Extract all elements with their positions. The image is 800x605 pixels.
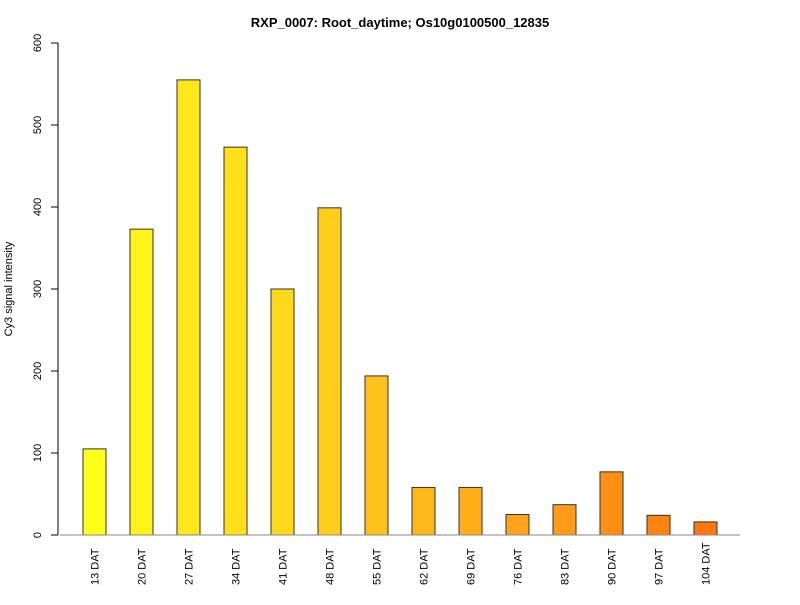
x-tick-label: 34 DAT [231,548,243,585]
bar [505,514,530,536]
bar [223,146,248,536]
x-tick-label: 62 DAT [419,548,431,585]
bar [458,486,483,536]
bar [129,228,154,536]
x-tick-label: 55 DAT [372,548,384,585]
bar [176,79,201,536]
bar [552,504,577,536]
x-tick-label: 27 DAT [184,548,196,585]
x-tick-label: 104 DAT [701,542,713,585]
bar [411,486,436,536]
y-tick-label: 600 [32,34,44,52]
x-tick-label: 13 DAT [90,548,102,585]
y-axis: 0 100 200 300 400 500 600 [32,34,59,538]
y-tick-label: 200 [32,362,44,380]
bar [693,521,718,536]
bars [82,79,718,536]
bar [82,448,107,536]
y-tick-label: 400 [32,198,44,216]
chart-title: RXP_0007: Root_daytime; Os10g0100500_128… [251,15,549,30]
x-tick-label: 69 DAT [466,548,478,585]
x-tick-label: 97 DAT [654,548,666,585]
y-tick-label: 0 [32,532,44,538]
bar [599,471,624,536]
bar [317,207,342,536]
y-tick-label: 500 [32,116,44,134]
bar [364,375,389,536]
x-tick-label: 76 DAT [513,548,525,585]
bar [646,514,671,536]
x-tick-label: 90 DAT [607,548,619,585]
x-tick-label: 41 DAT [278,548,290,585]
bar [270,288,295,536]
y-tick-label: 100 [32,444,44,462]
x-tick-label: 20 DAT [137,548,149,585]
x-tick-label: 83 DAT [560,548,572,585]
x-axis-labels: 13 DAT 20 DAT 27 DAT 34 DAT 41 DAT 48 DAT 55 D… [90,542,713,585]
x-tick-label: 48 DAT [325,548,337,585]
y-tick-label: 300 [32,280,44,298]
y-axis-label: Cy3 signal intensity [3,241,15,336]
